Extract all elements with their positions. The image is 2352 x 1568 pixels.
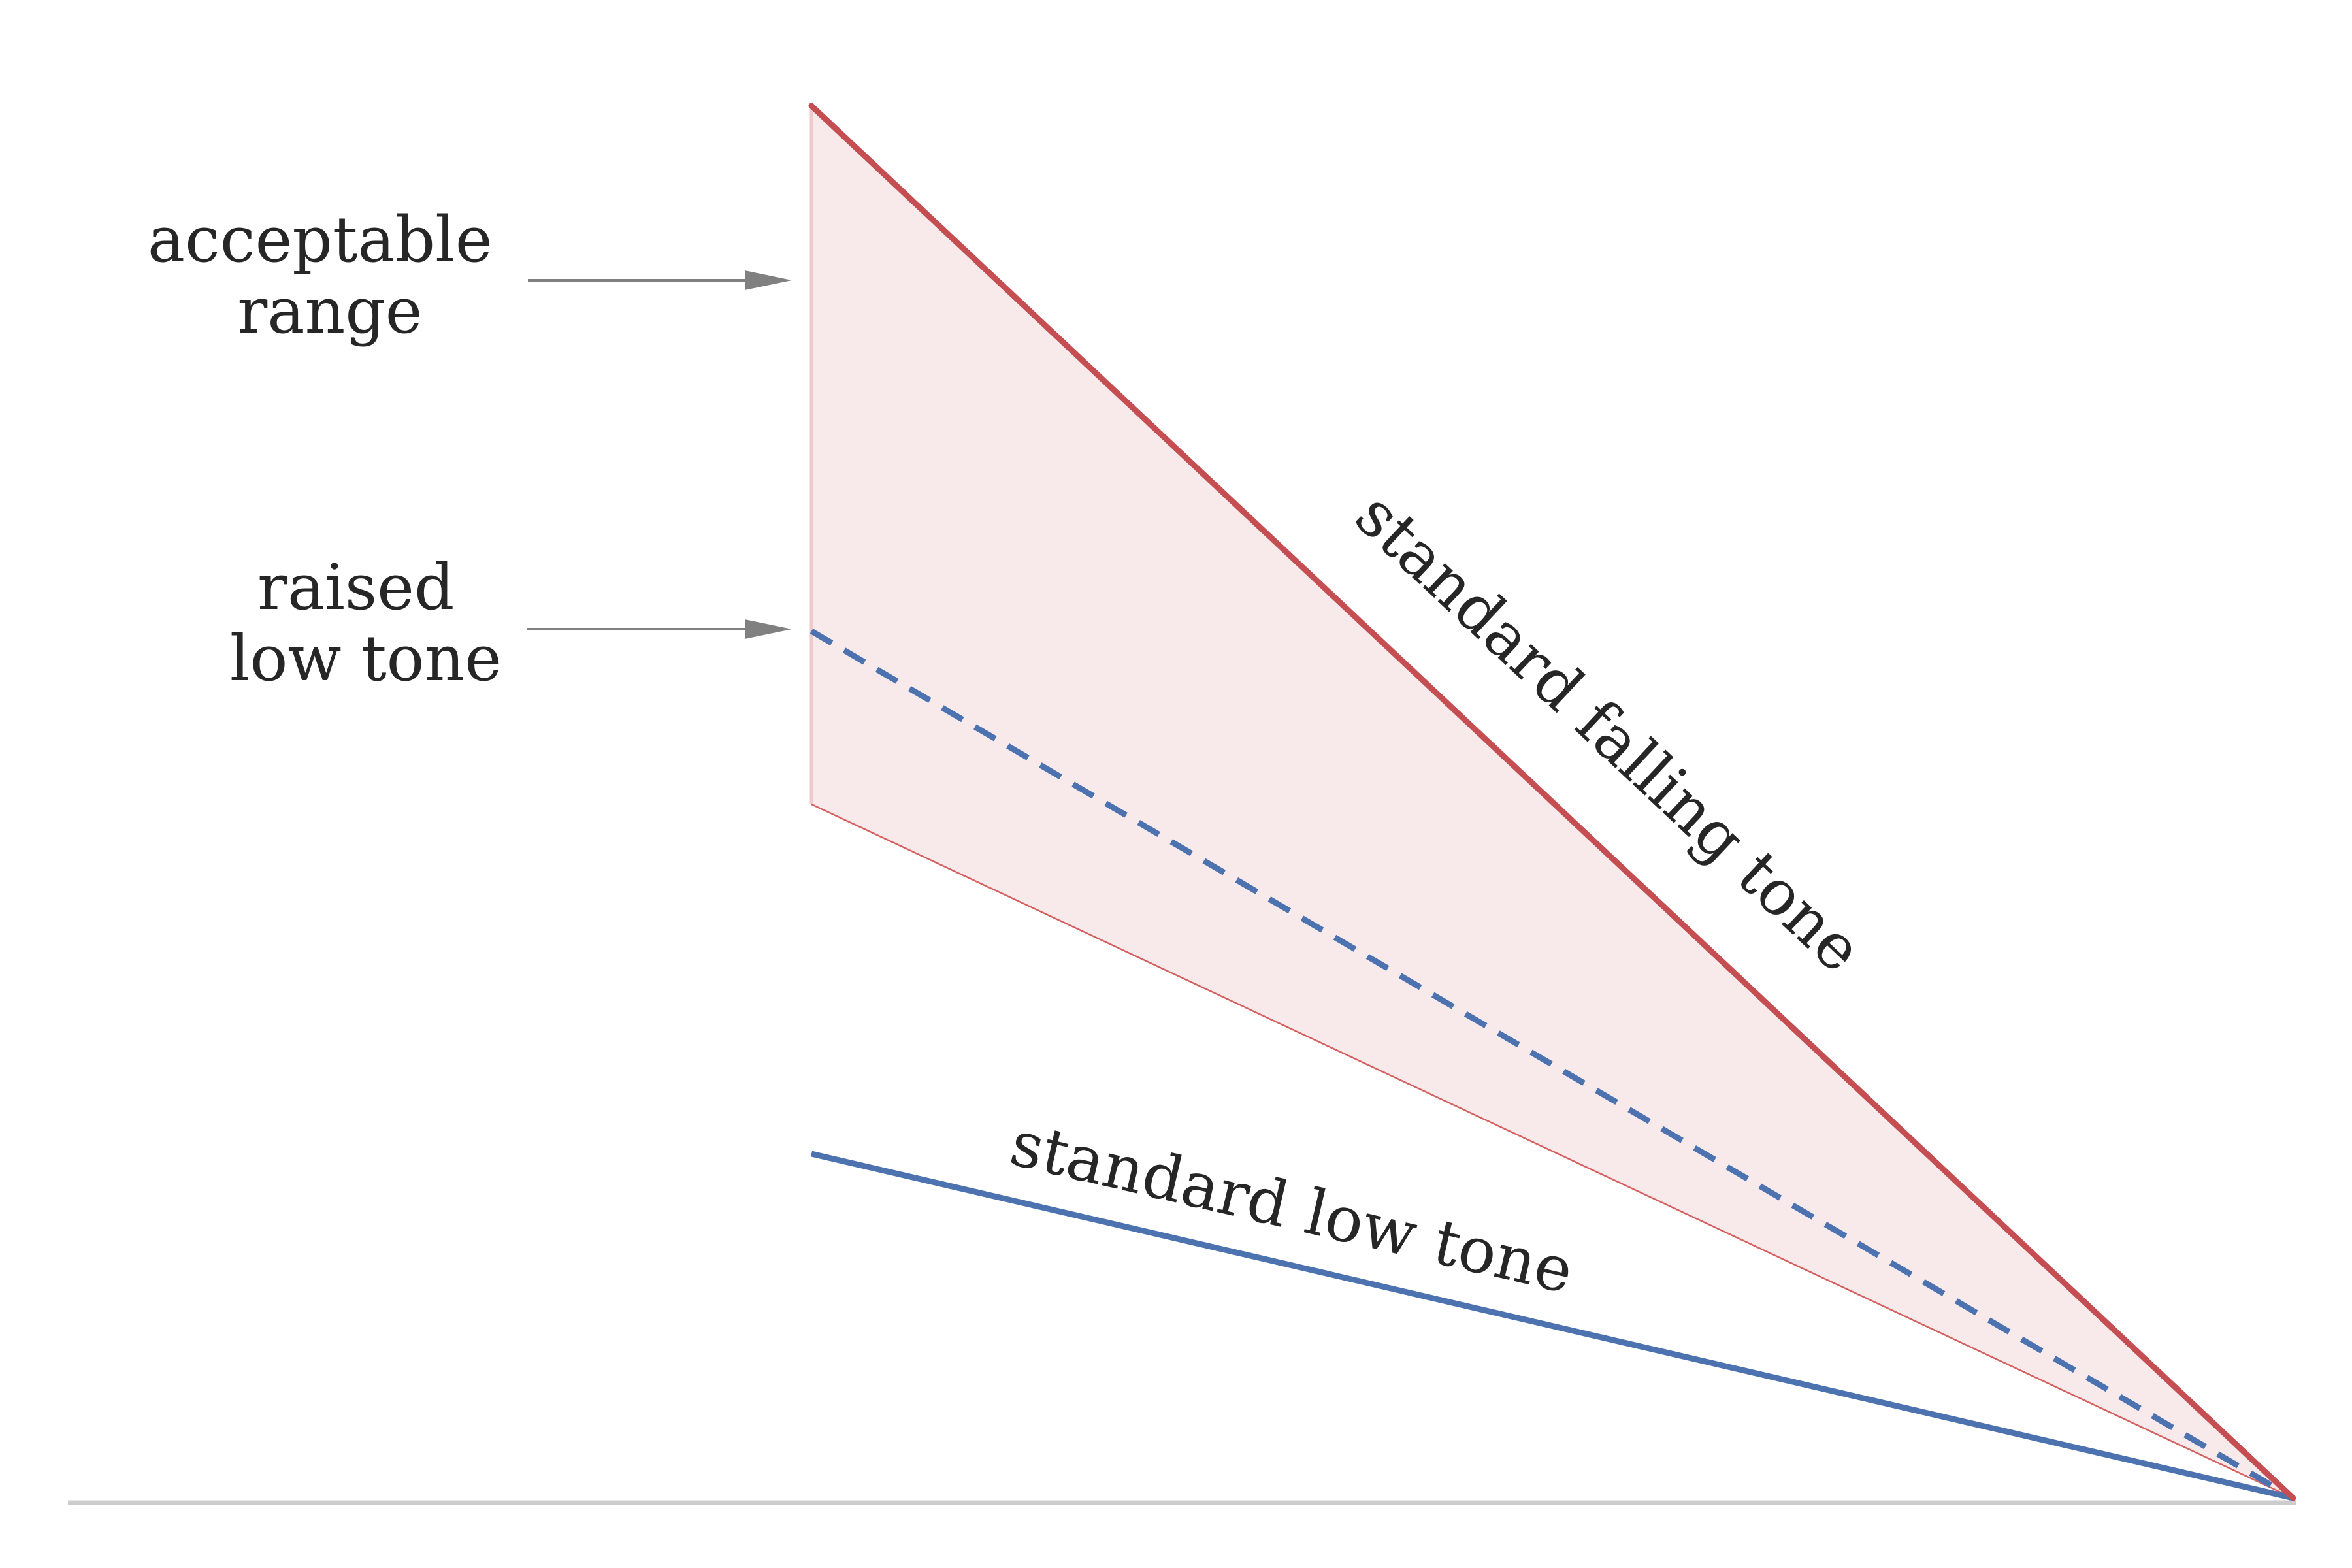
raised-low-tone-label-line2: low tone — [230, 622, 502, 695]
raised-low-tone-label: raised low tone — [230, 551, 502, 695]
acceptable-range-label-line2: range — [237, 274, 422, 348]
acceptable-range-label-line1: acceptable — [148, 203, 493, 276]
raised-low-tone-line — [809, 629, 2295, 1501]
raised-low-tone-arrow — [527, 619, 792, 639]
acceptable-range-label: acceptable range — [148, 203, 512, 348]
acceptable-range-arrow — [528, 270, 792, 290]
standard-low-tone-label: standard low tone — [1004, 1107, 1580, 1308]
standard-falling-tone-line — [808, 103, 2296, 1501]
standard-low-tone-line — [810, 1151, 2295, 1501]
raised-low-tone-label-line1: raised — [257, 551, 454, 624]
acceptable-range-lower-edge — [811, 803, 2294, 1499]
